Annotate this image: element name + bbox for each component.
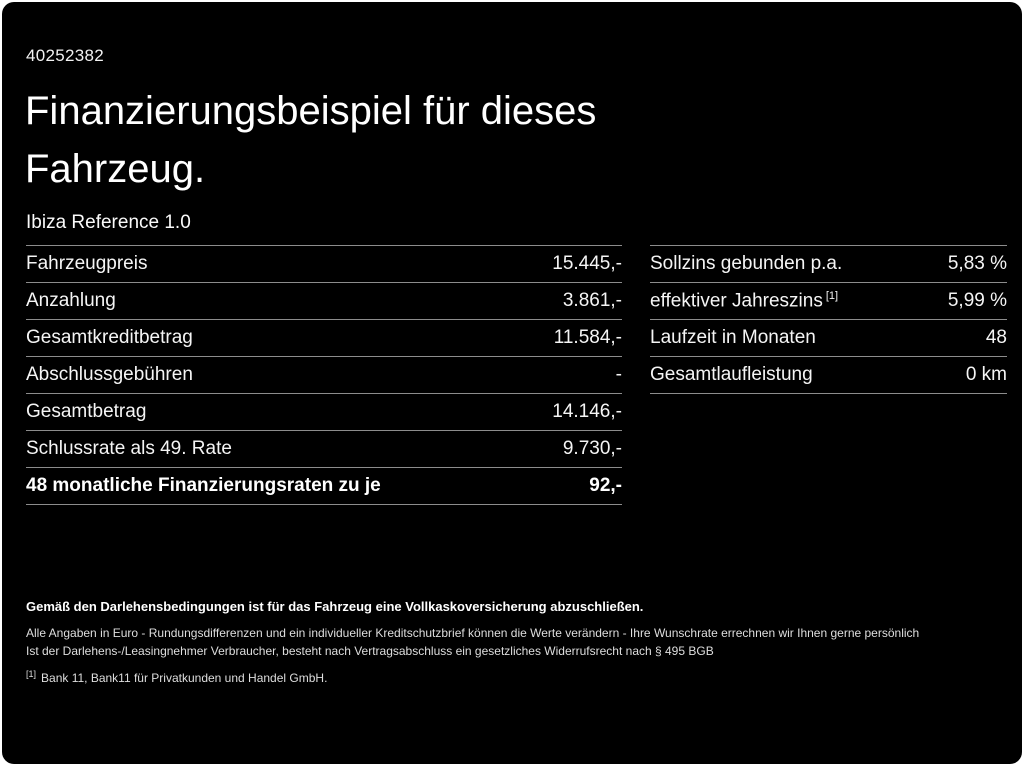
row-value: 3.861,- bbox=[562, 290, 622, 311]
bank-footnote: [1] Bank 11, Bank11 für Privatkunden und … bbox=[26, 669, 1001, 685]
row-value: 5,83 % bbox=[947, 253, 1007, 274]
vehicle-model: Ibiza Reference 1.0 bbox=[26, 212, 191, 233]
legal-footer: Gemäß den Darlehensbedingungen ist für d… bbox=[26, 599, 1001, 685]
row-label: effektiver Jahreszins [1] bbox=[650, 289, 839, 312]
financing-table: Fahrzeugpreis 15.445,- Anzahlung 3.861,-… bbox=[26, 245, 622, 505]
page-title-line1: Finanzierungsbeispiel für dieses bbox=[25, 89, 597, 133]
row-value: 48 bbox=[985, 327, 1007, 348]
row-label: Schlussrate als 49. Rate bbox=[26, 438, 232, 459]
row-value: 5,99 % bbox=[947, 290, 1007, 311]
footnote-text: Bank 11, Bank11 für Privatkunden und Han… bbox=[41, 671, 328, 685]
legal-line-2: Ist der Darlehens-/Leasingnehmer Verbrau… bbox=[26, 644, 714, 658]
table-row: Gesamtbetrag 14.146,- bbox=[26, 393, 622, 430]
conditions-table: Sollzins gebunden p.a. 5,83 % effektiver… bbox=[650, 245, 1007, 394]
table-row: Sollzins gebunden p.a. 5,83 % bbox=[650, 245, 1007, 282]
table-row: effektiver Jahreszins [1] 5,99 % bbox=[650, 282, 1007, 319]
table-row: Laufzeit in Monaten 48 bbox=[650, 319, 1007, 356]
reference-number: 40252382 bbox=[26, 46, 105, 65]
row-value: 15.445,- bbox=[552, 253, 622, 274]
row-label: Gesamtbetrag bbox=[26, 401, 147, 422]
row-label: Gesamtkreditbetrag bbox=[26, 327, 193, 348]
row-label: Fahrzeugpreis bbox=[26, 253, 148, 274]
row-label: Laufzeit in Monaten bbox=[650, 327, 816, 348]
row-label: Gesamtlaufleistung bbox=[650, 364, 813, 385]
table-row: Anzahlung 3.861,- bbox=[26, 282, 622, 319]
row-value: 92,- bbox=[589, 475, 622, 496]
table-row-monthly-rate: 48 monatliche Finanzierungsraten zu je 9… bbox=[26, 467, 622, 504]
row-value: 11.584,- bbox=[553, 327, 622, 348]
table-row: Abschlussgebühren - bbox=[26, 356, 622, 393]
insurance-notice: Gemäß den Darlehensbedingungen ist für d… bbox=[26, 599, 644, 614]
row-label: 48 monatliche Finanzierungsraten zu je bbox=[26, 475, 381, 496]
table-row: Gesamtkreditbetrag 11.584,- bbox=[26, 319, 622, 356]
page-title: Finanzierungsbeispiel für dieses Fahrzeu… bbox=[25, 82, 596, 198]
table-row: Gesamtlaufleistung 0 km bbox=[650, 356, 1007, 393]
row-value: 9.730,- bbox=[562, 438, 622, 459]
row-value: 0 km bbox=[965, 364, 1007, 385]
table-row: Fahrzeugpreis 15.445,- bbox=[26, 245, 622, 282]
row-value: - bbox=[615, 364, 622, 385]
page-title-line2: Fahrzeug. bbox=[25, 147, 206, 191]
footnote-ref: [1] bbox=[825, 289, 839, 302]
row-label: Anzahlung bbox=[26, 290, 116, 311]
row-label: Sollzins gebunden p.a. bbox=[650, 253, 843, 274]
footnote-marker: [1] bbox=[26, 669, 37, 679]
row-label: Abschlussgebühren bbox=[26, 364, 193, 385]
table-row: Schlussrate als 49. Rate 9.730,- bbox=[26, 430, 622, 467]
legal-line-1: Alle Angaben in Euro - Rundungsdifferenz… bbox=[26, 626, 920, 640]
row-value: 14.146,- bbox=[552, 401, 622, 422]
